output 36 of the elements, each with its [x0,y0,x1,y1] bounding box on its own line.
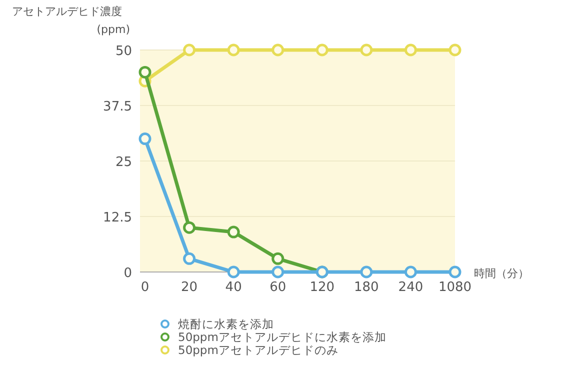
point [360,44,373,56]
y-tick-label: 0 [124,266,132,281]
legend-label: 50ppmアセトアルデヒドに水素を添加 [178,330,386,344]
y-axis-title: アセトアルデヒド濃度 (ppm) [12,5,130,36]
x-tick-label: 0 [140,280,150,295]
x-tick-label: 20 [181,280,198,295]
point [272,266,284,278]
point [227,44,240,56]
x-tick-label: 1080 [438,280,472,295]
point [138,132,152,146]
y-tick-label: 25 [115,155,132,170]
x-tick-label: 240 [398,280,424,295]
point [448,44,462,56]
y-tick-label: 12.5 [103,210,132,226]
y-tick-label: 50 [115,44,132,59]
point [138,66,152,78]
legend-label: 50ppmアセトアルデヒドのみ [178,343,338,357]
x-tick-label: 120 [310,280,335,295]
point [404,266,417,278]
point [272,252,284,265]
y-tick-label: 37.5 [103,100,132,114]
legend-label: 焼酎に水素を添加 [178,317,274,331]
point [272,44,284,56]
point [183,252,196,265]
point [360,266,373,278]
x-tick-label: 60 [270,280,286,295]
point [227,226,240,238]
x-tick-label: 40 [225,280,242,295]
x-axis-title: 時間（分） [474,267,529,280]
point [183,221,196,234]
point [183,44,196,56]
point [448,266,462,278]
point [227,266,240,278]
x-tick-label: 180 [354,280,379,295]
point [316,44,328,56]
point [404,44,417,56]
